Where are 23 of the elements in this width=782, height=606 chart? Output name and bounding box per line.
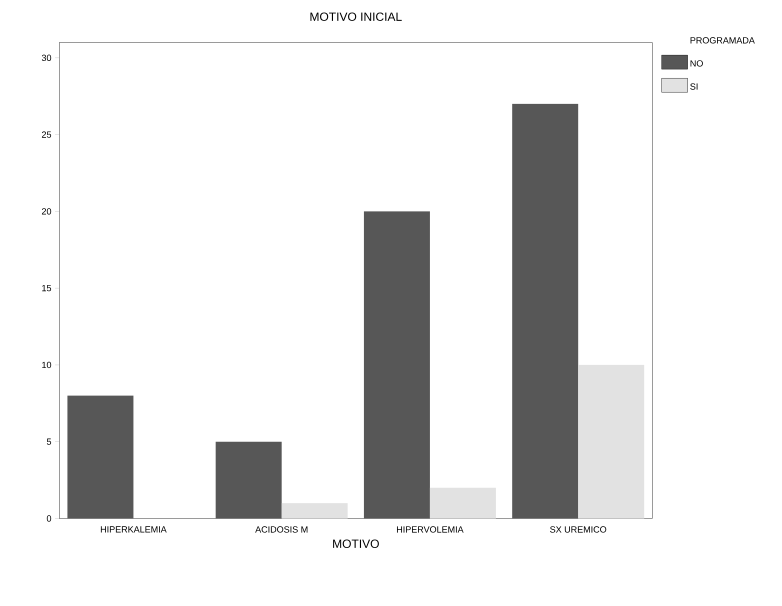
legend-title: PROGRAMADA: [690, 37, 755, 44]
bar: [430, 488, 496, 518]
x-axis-title: MOTIVO: [333, 540, 379, 548]
x-tick-label: SX UREMICO: [550, 526, 606, 533]
y-tick-label: 10: [42, 362, 52, 368]
x-tick-label: ACIDOSIS M: [255, 526, 308, 533]
bar: [512, 104, 578, 518]
bar: [67, 396, 134, 518]
bar: [578, 364, 644, 518]
chart-title: MOTIVO INICIAL: [310, 12, 402, 21]
legend-label: SI: [690, 83, 698, 90]
bar: [216, 442, 282, 518]
y-tick-label: 25: [42, 131, 52, 138]
y-tick-label: 20: [42, 208, 52, 215]
y-tick-label: 15: [42, 285, 52, 292]
bar: [364, 211, 430, 518]
x-tick-label: HIPERKALEMIA: [100, 526, 167, 532]
y-tick-label: 0: [46, 515, 52, 522]
bar: [282, 503, 348, 518]
x-tick-label: HIPERVOLEMIA: [396, 526, 464, 533]
y-tick-label: 5: [46, 438, 52, 445]
legend-label: NO: [690, 60, 703, 67]
y-tick-label: 30: [42, 54, 52, 62]
